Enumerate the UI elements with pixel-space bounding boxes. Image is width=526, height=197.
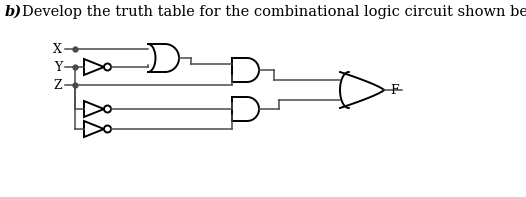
Text: X: X	[53, 43, 62, 56]
Text: F: F	[390, 84, 399, 97]
Text: Develop the truth table for the combinational logic circuit shown below.: Develop the truth table for the combinat…	[22, 5, 526, 19]
Text: b): b)	[5, 5, 22, 19]
Text: Z: Z	[53, 78, 62, 91]
Text: Y: Y	[54, 60, 62, 73]
